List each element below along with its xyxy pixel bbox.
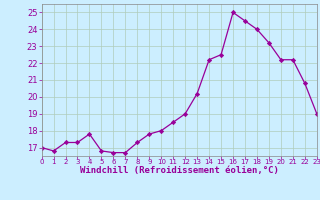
X-axis label: Windchill (Refroidissement éolien,°C): Windchill (Refroidissement éolien,°C) <box>80 166 279 175</box>
